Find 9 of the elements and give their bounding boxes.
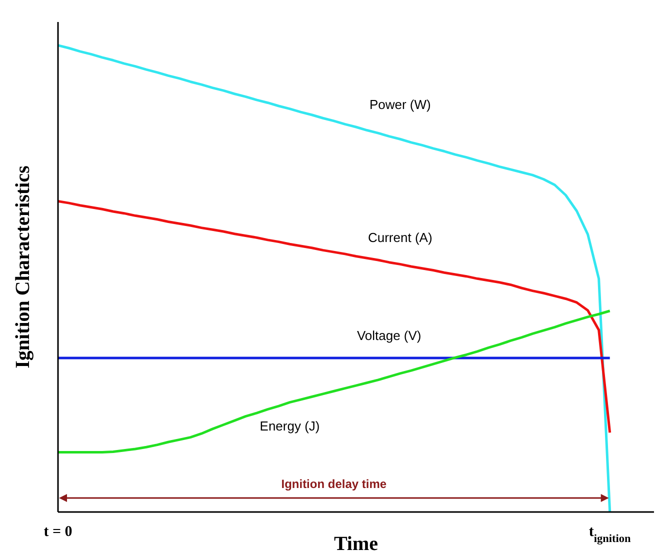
- series-label: Current (A): [368, 230, 432, 246]
- series-label: Energy (J): [260, 418, 320, 434]
- series-label: Voltage (V): [356, 328, 422, 343]
- x-axis-title: Time: [334, 533, 378, 554]
- series-label: Power (W): [369, 97, 431, 112]
- y-axis-title: Ignition Characteristics: [12, 165, 34, 368]
- x-tick-label: t = 0: [44, 524, 72, 540]
- x-tick-label: t$_{ignition}$: [588, 524, 632, 545]
- annotation: Ignition delay time: [281, 477, 387, 491]
